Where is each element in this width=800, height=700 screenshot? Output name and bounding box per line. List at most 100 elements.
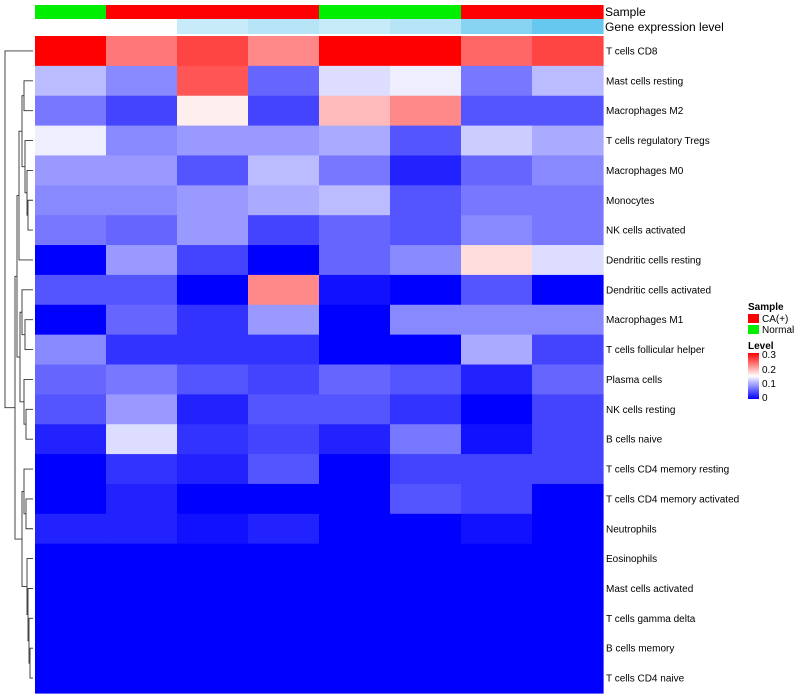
heatmap-cell — [106, 663, 178, 694]
heatmap-cell — [248, 513, 320, 545]
heatmap-cell — [177, 274, 249, 306]
heatmap-cell — [532, 633, 604, 664]
dendrogram-branch — [24, 140, 33, 194]
legend-label-normal: Normal — [762, 325, 794, 336]
heatmap-cell — [35, 65, 107, 97]
heatmap-cell — [248, 95, 320, 127]
heatmap-cell — [319, 633, 391, 664]
heatmap-cell — [35, 125, 107, 157]
sample-annotation-cell — [106, 5, 178, 19]
heatmap-cell — [106, 334, 178, 366]
heatmap-cell — [248, 125, 320, 157]
heatmap-cell — [106, 65, 178, 97]
dendrogram-branch — [23, 378, 33, 425]
heatmap-cell — [177, 215, 249, 246]
heatmap-cell — [248, 155, 320, 186]
sample-annotation-cell — [319, 5, 391, 19]
heatmap-cell — [319, 245, 391, 276]
heatmap-cell — [461, 424, 533, 455]
row-label: Mast cells resting — [606, 76, 683, 87]
heatmap-cell — [106, 543, 178, 575]
heatmap-cell — [461, 36, 533, 67]
row-label: Neutrophils — [606, 524, 657, 535]
heatmap-cell — [106, 95, 178, 127]
legend-swatch-ca — [748, 314, 759, 323]
heatmap-cell — [248, 663, 320, 694]
heatmap-cell — [106, 185, 178, 216]
legend-colorbar — [748, 353, 759, 399]
heatmap-cell — [248, 573, 320, 605]
heatmap-cell — [319, 513, 391, 545]
heatmap-cell — [35, 334, 107, 366]
heatmap-cell — [390, 155, 462, 186]
heatmap-cell — [319, 125, 391, 157]
heatmap-cell — [248, 483, 320, 515]
sample-annotation-cell — [461, 5, 533, 19]
heatmap-cell — [532, 65, 604, 97]
heatmap-cell — [177, 543, 249, 575]
dendrogram-branch — [23, 80, 33, 112]
heatmap-cell — [461, 304, 533, 336]
heatmap-cell — [35, 95, 107, 127]
heatmap-cell — [461, 125, 533, 157]
heatmap-cell — [35, 274, 107, 306]
heatmap-cell — [35, 245, 107, 276]
heatmap-cell — [319, 663, 391, 694]
row-label: NK cells resting — [606, 405, 675, 416]
heatmap-cell — [319, 364, 391, 395]
heatmap-cell — [177, 663, 249, 694]
row-label: T cells CD4 memory resting — [606, 465, 729, 476]
heatmap-cell — [461, 603, 533, 634]
heatmap-cell — [177, 454, 249, 485]
row-label: Macrophages M1 — [606, 315, 684, 326]
heatmap-cell — [106, 454, 178, 485]
heatmap-cell — [461, 95, 533, 127]
expression-annotation-cell — [390, 19, 462, 34]
heatmap-cell — [390, 95, 462, 127]
row-label: T cells CD4 memory activated — [606, 494, 739, 505]
heatmap-cell — [248, 185, 320, 216]
row-label: T cells follicular helper — [606, 345, 705, 356]
heatmap-cell — [319, 543, 391, 575]
legend-tick-0.1: 0.1 — [762, 379, 776, 390]
expression-annotation-cell — [106, 19, 178, 34]
heatmap-cell — [177, 65, 249, 97]
heatmap-cell — [248, 454, 320, 485]
heatmap-cell — [248, 633, 320, 664]
expression-track-label: Gene expression level — [605, 20, 724, 34]
heatmap-cell — [35, 304, 107, 336]
heatmap-cell — [35, 394, 107, 425]
heatmap-cell — [319, 155, 391, 186]
heatmap-cell — [106, 633, 178, 664]
heatmap-cell — [390, 36, 462, 67]
heatmap-cell — [106, 274, 178, 306]
row-label: Mast cells activated — [606, 584, 693, 595]
heatmap-cell — [248, 334, 320, 366]
heatmap-cell — [390, 483, 462, 515]
heatmap-cell — [319, 483, 391, 515]
dendrogram-branch — [4, 50, 33, 409]
heatmap-cell — [106, 483, 178, 515]
heatmap-cell — [35, 185, 107, 216]
heatmap-cell — [319, 215, 391, 246]
heatmap-cell — [177, 364, 249, 395]
heatmap-cell — [532, 95, 604, 127]
dendrogram-branch — [23, 468, 33, 515]
heatmap-cell — [461, 573, 533, 605]
heatmap-cell — [35, 364, 107, 395]
heatmap-cell — [319, 394, 391, 425]
heatmap-cell — [461, 394, 533, 425]
heatmap-cell — [390, 215, 462, 246]
legend-level-title: Level — [748, 341, 774, 352]
heatmap-cell — [177, 245, 249, 276]
heatmap-cell — [390, 65, 462, 97]
heatmap-cell — [319, 95, 391, 127]
heatmap-cell — [461, 334, 533, 366]
heatmap-cell — [319, 573, 391, 605]
heatmap-cell — [106, 394, 178, 425]
sample-annotation-cell — [390, 5, 462, 19]
heatmap-cell — [177, 95, 249, 127]
row-label: Macrophages M2 — [606, 106, 684, 117]
heatmap-cell — [461, 663, 533, 694]
